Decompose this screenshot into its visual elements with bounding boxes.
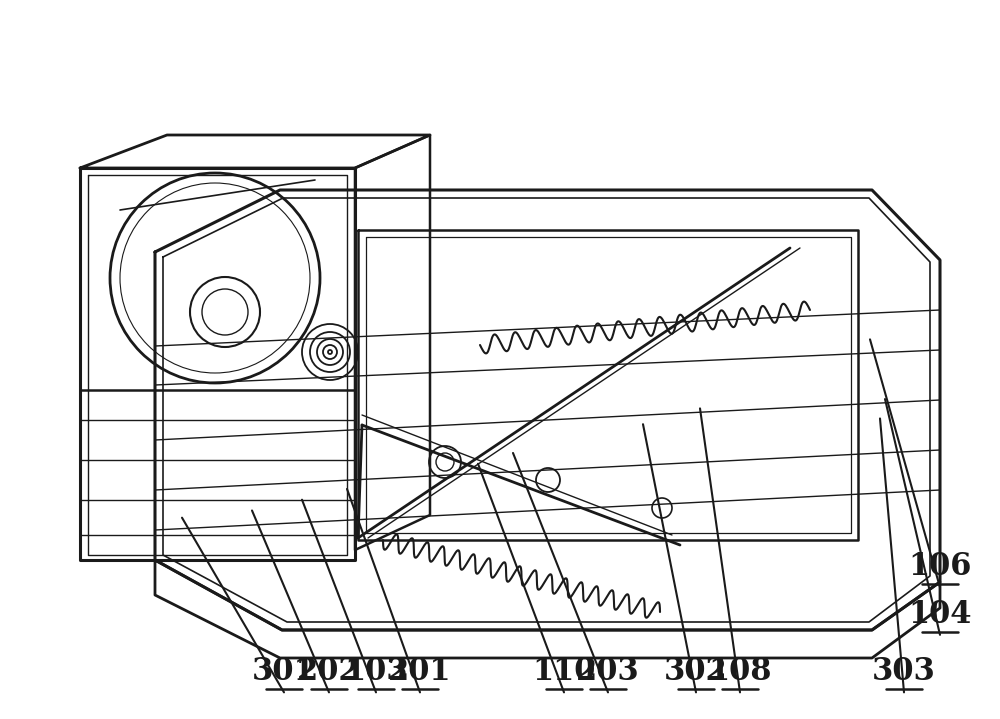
Text: 301: 301	[252, 656, 316, 687]
Text: 106: 106	[908, 551, 972, 582]
Text: 108: 108	[708, 656, 772, 687]
Text: 201: 201	[388, 656, 452, 687]
Text: 104: 104	[908, 599, 972, 630]
Text: 103: 103	[344, 656, 408, 687]
Text: 302: 302	[664, 656, 728, 687]
Text: 303: 303	[872, 656, 936, 687]
Text: 203: 203	[576, 656, 640, 687]
Text: 110: 110	[532, 656, 596, 687]
Text: 202: 202	[297, 656, 361, 687]
